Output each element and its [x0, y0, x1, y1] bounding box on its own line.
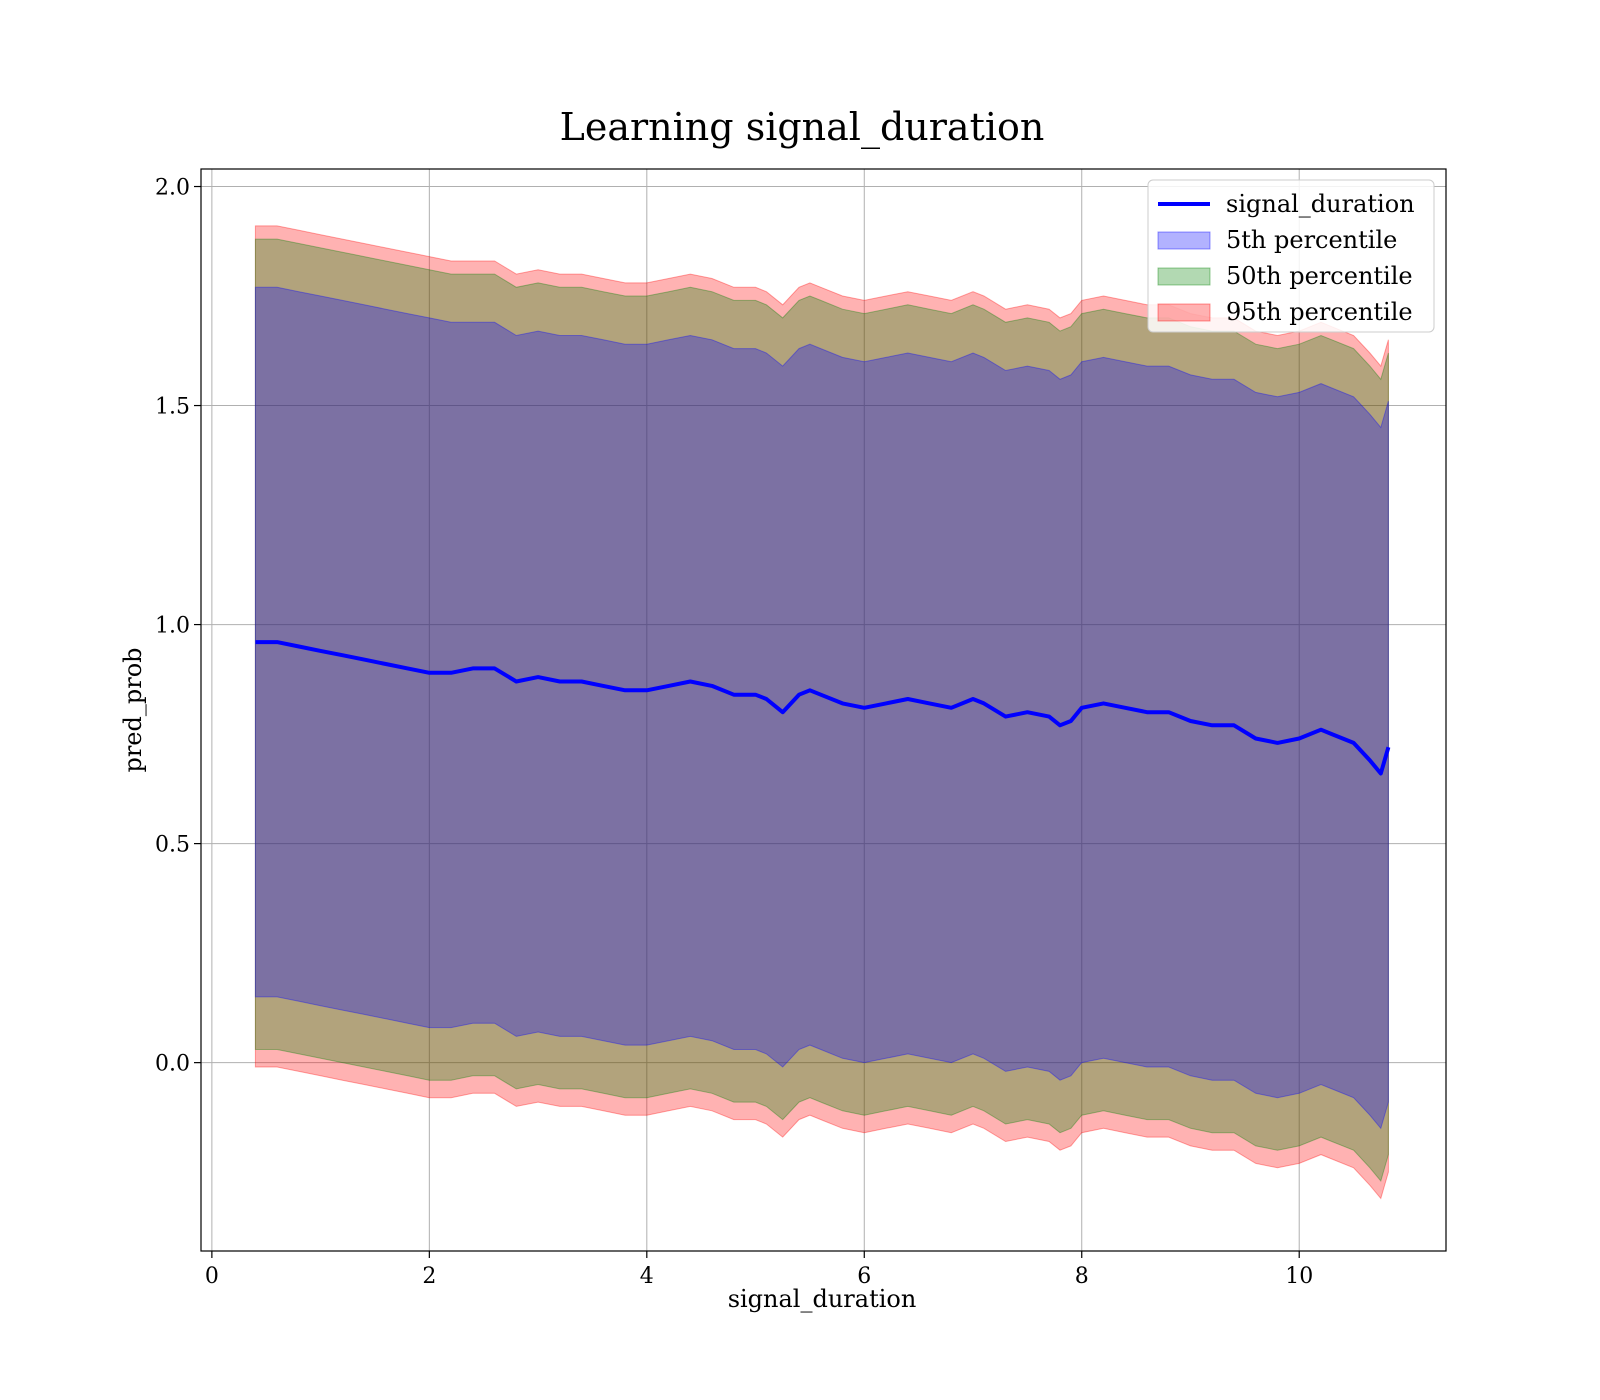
legend-marker-3: [1157, 303, 1211, 322]
plot-area-frame: [200, 168, 1447, 1252]
y-tick-label-4: 2.0: [155, 176, 190, 201]
y-tick-label-0: 0.0: [155, 1052, 190, 1077]
y-tick-label-2: 1.0: [155, 614, 190, 639]
x-tick-label-1: 2: [422, 1264, 436, 1289]
x-tick-label-5: 10: [1285, 1264, 1313, 1289]
band-5th-percentile: [254, 286, 1389, 1130]
x-tick-label-3: 6: [857, 1264, 871, 1289]
percentile-bands: [254, 225, 1389, 1200]
y-tick-label-1: 0.5: [155, 833, 190, 858]
band-95th-percentile: [254, 225, 1389, 1200]
legend-marker-2: [1157, 267, 1211, 286]
axis-ticks: 0 2 4 6 8 10 0.0 0.5 1.0 1.5 2.0: [155, 176, 1313, 1289]
legend-label-0: signal_duration: [1226, 190, 1415, 218]
chart-title: Learning signal_duration: [560, 105, 1045, 150]
legend-label-1: 5th percentile: [1226, 226, 1397, 254]
band-50th-percentile: [254, 238, 1389, 1182]
x-tick-label-0: 0: [205, 1264, 219, 1289]
y-axis-label: pred_prob: [119, 647, 147, 772]
legend: signal_duration 5th percentile 50th percen…: [1147, 179, 1435, 333]
legend-label-3: 95th percentile: [1226, 298, 1413, 326]
signal-duration-line: [255, 640, 1391, 776]
legend-label-2: 50th percentile: [1226, 262, 1413, 290]
legend-box: [1147, 179, 1435, 333]
x-axis-label: signal_duration: [728, 1285, 917, 1313]
x-tick-label-4: 8: [1075, 1264, 1089, 1289]
y-tick-label-3: 1.5: [155, 395, 190, 420]
x-tick-label-2: 4: [640, 1264, 654, 1289]
legend-marker-1: [1157, 231, 1211, 250]
line-signal-duration: [255, 640, 1391, 776]
